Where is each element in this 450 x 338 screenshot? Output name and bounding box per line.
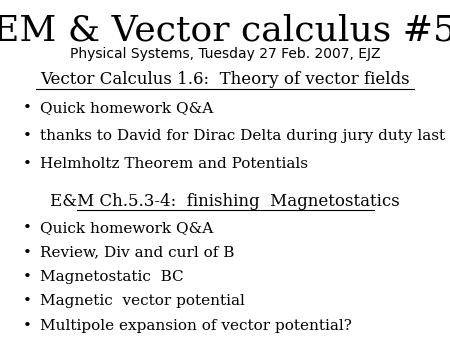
Text: E&M Ch.5.3-4:  finishing  Magnetostatics: E&M Ch.5.3-4: finishing Magnetostatics bbox=[50, 193, 400, 210]
Text: Quick homework Q&A: Quick homework Q&A bbox=[40, 101, 214, 115]
Text: •: • bbox=[22, 294, 32, 308]
Text: •: • bbox=[22, 221, 32, 235]
Text: EM & Vector calculus #5: EM & Vector calculus #5 bbox=[0, 14, 450, 48]
Text: •: • bbox=[22, 319, 32, 333]
Text: •: • bbox=[22, 129, 32, 143]
Text: Magnetic  vector potential: Magnetic vector potential bbox=[40, 294, 245, 308]
Text: thanks to David for Dirac Delta during jury duty last week: thanks to David for Dirac Delta during j… bbox=[40, 129, 450, 143]
Text: •: • bbox=[22, 157, 32, 171]
Text: •: • bbox=[22, 246, 32, 260]
Text: Quick homework Q&A: Quick homework Q&A bbox=[40, 221, 214, 235]
Text: •: • bbox=[22, 101, 32, 115]
Text: Vector Calculus 1.6:  Theory of vector fields: Vector Calculus 1.6: Theory of vector fi… bbox=[40, 71, 410, 88]
Text: Helmholtz Theorem and Potentials: Helmholtz Theorem and Potentials bbox=[40, 157, 309, 171]
Text: Multipole expansion of vector potential?: Multipole expansion of vector potential? bbox=[40, 319, 352, 333]
Text: •: • bbox=[22, 270, 32, 284]
Text: Physical Systems, Tuesday 27 Feb. 2007, EJZ: Physical Systems, Tuesday 27 Feb. 2007, … bbox=[70, 47, 380, 61]
Text: Magnetostatic  BC: Magnetostatic BC bbox=[40, 270, 184, 284]
Text: Review, Div and curl of B: Review, Div and curl of B bbox=[40, 246, 235, 260]
